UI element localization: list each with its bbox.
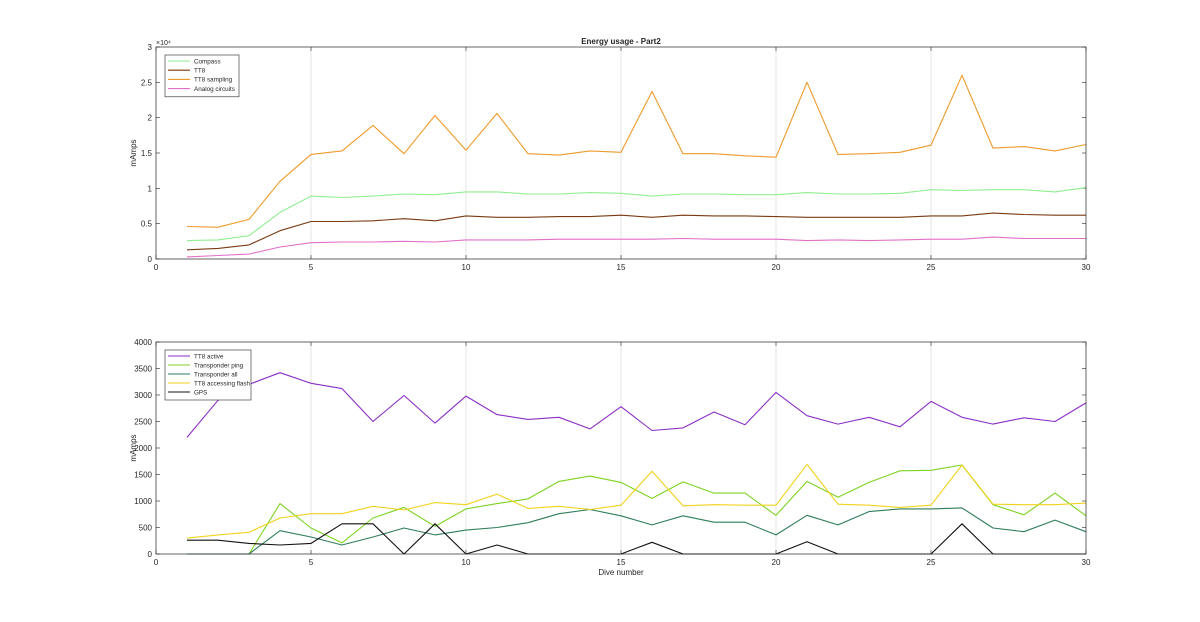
legend-label-4: GPS — [194, 389, 207, 396]
legend-label-2: TT8 sampling — [194, 77, 233, 84]
y-exponent-label: ×10⁴ — [156, 40, 171, 47]
y-tick-label: 2000 — [134, 444, 152, 453]
series-line-3 — [186, 463, 1087, 539]
axes-energy-usage: 0 5 10 15 20 25 30 0 0.5 1 1.5 2 2.5 3 Energy usage - … — [129, 37, 1091, 272]
x-tick-label: 5 — [309, 558, 314, 567]
series-line-2 — [186, 74, 1087, 228]
y-tick-label: 3500 — [134, 365, 152, 374]
chart-title: Energy usage - Part2 — [581, 37, 661, 46]
legend-box — [164, 54, 240, 98]
x-tick-label: 30 — [1082, 558, 1091, 567]
series-line-2 — [187, 507, 1087, 555]
y-tick-label: 0 — [148, 255, 153, 264]
x-axis-label: Dive number — [598, 568, 644, 577]
x-tick-label: 10 — [462, 263, 471, 272]
y-tick-label: 2.5 — [141, 78, 153, 87]
x-tick-label: 25 — [927, 558, 936, 567]
y-tick-label: 2 — [148, 114, 153, 123]
axes-dive-number: 0 5 10 15 20 25 30 0 500 1000 1500 2000 2500 3000 3500… — [129, 338, 1091, 577]
legend-label-0: Compass — [194, 58, 221, 65]
legend-label-3: Analog circuits — [194, 86, 235, 93]
legend-label-1: TT8 — [194, 68, 206, 75]
y-tick-label: 3 — [148, 43, 153, 52]
y-tick-label: 1.5 — [141, 149, 153, 158]
x-tick-label: 0 — [154, 558, 159, 567]
series-line-0 — [186, 372, 1087, 438]
legend-label-0: TT8 active — [194, 353, 224, 360]
series-line-4 — [187, 523, 1086, 555]
x-tick-label: 20 — [772, 263, 781, 272]
x-tick-label: 15 — [617, 558, 626, 567]
legend-label-2: Transponder all — [194, 371, 238, 378]
axes-frame — [155, 341, 1087, 555]
y-tick-label: 4000 — [134, 338, 152, 347]
series-line-1 — [187, 464, 1087, 555]
y-tick-label: 1 — [148, 184, 153, 193]
legend-label-3: TT8 accessing flash — [194, 380, 250, 387]
y-axis-label: mAmps — [129, 139, 138, 166]
x-tick-label: 20 — [772, 558, 781, 567]
y-tick-label: 0 — [148, 550, 153, 559]
x-tick-label: 30 — [1082, 263, 1091, 272]
legend-label-1: Transponder ping — [194, 362, 244, 369]
x-tick-label: 25 — [927, 263, 936, 272]
series-line-1 — [186, 212, 1086, 251]
y-tick-label: 500 — [139, 524, 153, 533]
axes-frame — [155, 46, 1087, 260]
x-tick-label: 5 — [309, 263, 314, 272]
y-tick-label: 1500 — [134, 471, 152, 480]
y-tick-label: 1000 — [134, 497, 152, 506]
series-line-0 — [186, 187, 1087, 242]
y-tick-label: 3000 — [134, 391, 152, 400]
y-tick-label: 2500 — [134, 418, 152, 427]
y-tick-label: 0.5 — [141, 220, 153, 229]
x-tick-label: 10 — [462, 558, 471, 567]
y-axis-label: mAmps — [129, 434, 138, 461]
x-tick-label: 15 — [617, 263, 626, 272]
series-line-3 — [186, 236, 1086, 258]
x-tick-label: 0 — [154, 263, 159, 272]
